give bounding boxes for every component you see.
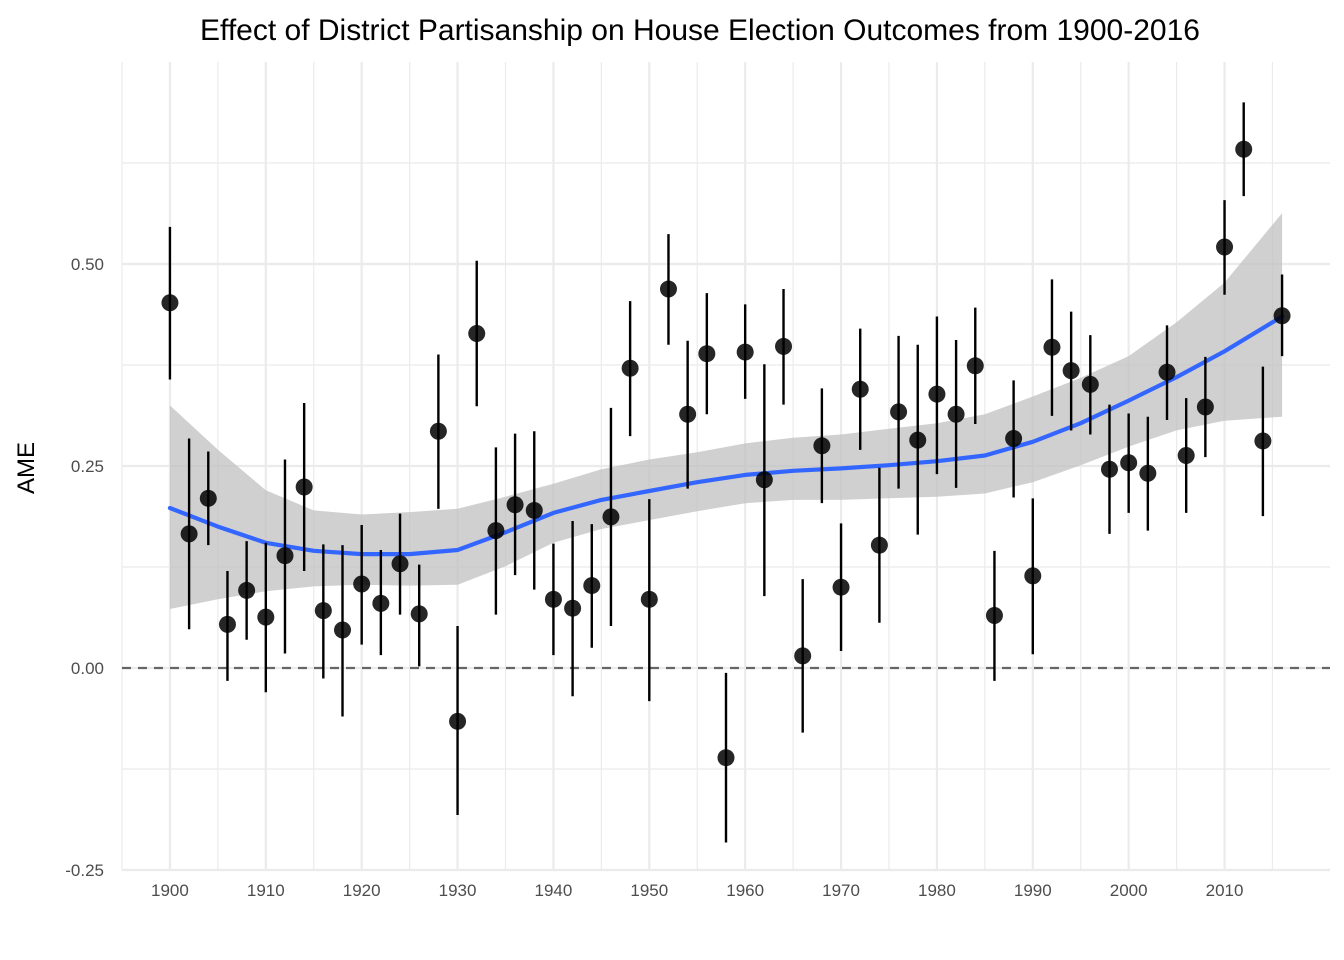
data-point [1216,238,1234,256]
y-tick-label: -0.25 [65,861,104,880]
data-point [659,280,677,298]
data-point [1254,432,1272,450]
data-point [257,608,275,626]
data-point [755,471,773,489]
y-tick-label: 0.50 [71,255,104,274]
data-point [698,345,716,363]
data-point [1005,430,1023,448]
data-point [621,359,639,377]
data-point [525,501,543,519]
data-point [544,590,562,608]
data-point [717,749,735,767]
data-point [314,602,332,620]
data-point [391,555,409,573]
data-point [851,380,869,398]
data-point [353,575,371,593]
data-point [506,496,524,514]
data-point [487,522,505,540]
data-point [890,403,908,421]
data-point [583,577,601,595]
smooth-trend-line [167,314,1285,557]
data-point [468,324,486,342]
data-point [161,294,179,312]
data-point [1081,375,1099,393]
x-tick-label: 1970 [822,881,860,900]
data-point [199,489,217,507]
data-point [966,357,984,375]
x-axis-ticks: 1900 1910 1920 1930 1940 1950 1960 1970 1980 1990… [151,881,1243,900]
data-point [1120,454,1138,472]
data-point [985,606,1003,624]
data-point [832,578,850,596]
x-tick-label: 1980 [918,881,956,900]
data-point [640,590,658,608]
data-point [449,712,467,730]
y-axis-label: AME [13,442,40,494]
data-point [1024,567,1042,585]
data-point [218,615,236,633]
data-point [564,599,582,617]
x-tick-label: 1940 [535,881,573,900]
y-tick-label: 0.25 [71,457,104,476]
x-tick-label: 1950 [630,881,668,900]
data-point [429,422,447,440]
data-point [1139,464,1157,482]
x-tick-label: 2010 [1206,881,1244,900]
x-tick-label: 1960 [726,881,764,900]
data-point [372,594,390,612]
data-point [794,647,812,665]
confidence-ribbon [169,213,1283,609]
y-tick-label: 0.00 [71,659,104,678]
data-point [1043,338,1061,356]
x-tick-label: 1910 [247,881,285,900]
data-point [334,621,352,639]
data-point [1100,460,1118,478]
x-tick-label: 1920 [343,881,381,900]
data-point [947,405,965,423]
y-axis-ticks: -0.25 0.00 0.25 0.50 [65,255,104,880]
data-point [775,337,793,355]
data-points [161,140,1291,767]
chart-title: Effect of District Partisanship on House… [200,14,1200,47]
data-point [736,343,754,361]
data-point [1196,398,1214,416]
data-point [1158,363,1176,381]
x-tick-label: 2000 [1110,881,1148,900]
data-point [180,525,198,543]
smooth-line-layer [167,314,1285,557]
data-point [1062,362,1080,380]
x-tick-label: 1900 [151,881,189,900]
data-point [813,437,831,455]
confidence-ribbon-layer [169,213,1283,609]
data-point [928,385,946,403]
data-point [679,405,697,423]
data-point [602,508,620,526]
data-point [295,478,313,496]
x-tick-label: 1930 [439,881,477,900]
data-point [870,536,888,554]
data-point [1273,307,1291,325]
x-tick-label: 1990 [1014,881,1052,900]
data-point [410,605,428,623]
data-point [238,581,256,599]
data-point [1235,140,1253,158]
data-point [1177,446,1195,464]
data-point [276,547,294,565]
data-point [909,431,927,449]
